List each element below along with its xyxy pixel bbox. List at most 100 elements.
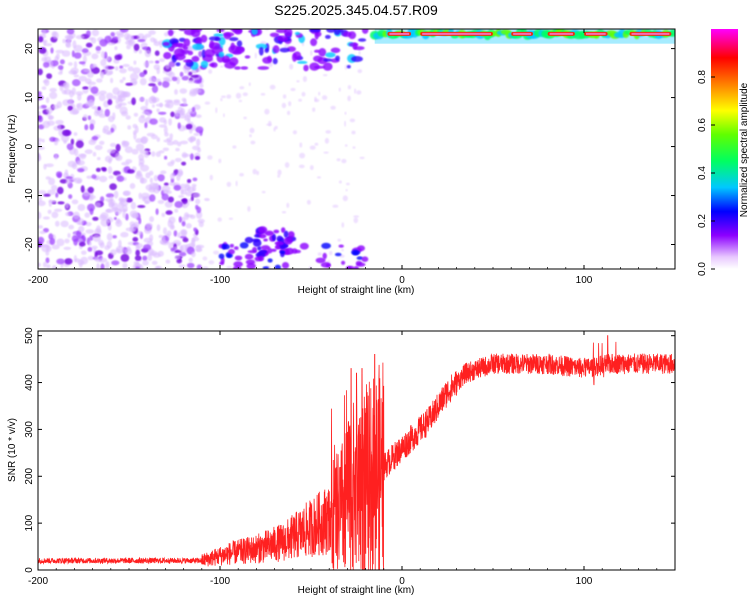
heatmap-speckle bbox=[330, 105, 336, 110]
heatmap-top-blob bbox=[228, 57, 239, 66]
heatmap-band-peak bbox=[389, 32, 410, 35]
heatmap-speckle bbox=[192, 185, 197, 192]
heatmap-top-blob bbox=[240, 66, 249, 70]
heatmap-speckle bbox=[177, 122, 181, 129]
heatmap-speckle bbox=[116, 175, 125, 182]
heatmap-top-blob bbox=[325, 34, 331, 39]
heatmap-speckle bbox=[248, 82, 251, 86]
heatmap-top-blob bbox=[309, 29, 321, 33]
heatmap-bottom-blob bbox=[262, 266, 269, 269]
heatmap-speckle bbox=[82, 114, 88, 121]
heatmap-speckle bbox=[73, 52, 82, 59]
heatmap-speckle bbox=[106, 92, 114, 101]
heatmap-speckle bbox=[43, 78, 50, 87]
heatmap-speckle bbox=[87, 81, 97, 86]
heatmap-bottom-blob bbox=[257, 246, 262, 251]
snr-y-ticks: 0 100 200 300 400 500 bbox=[24, 327, 675, 573]
heatmap-speckle bbox=[107, 99, 113, 106]
snr-y-tick-label: 200 bbox=[24, 467, 35, 484]
heatmap-speckle bbox=[56, 238, 65, 247]
heatmap-speckle bbox=[135, 266, 140, 269]
heatmap-speckle bbox=[202, 266, 209, 269]
heatmap-speckle bbox=[218, 158, 222, 164]
heatmap-speckle bbox=[134, 255, 142, 261]
heatmap-speckle bbox=[188, 198, 192, 202]
chart-title: S225.2025.345.04.57.R09 bbox=[274, 2, 438, 18]
heatmap-speckle bbox=[133, 60, 137, 65]
heatmap-speckle bbox=[153, 78, 161, 83]
heatmap-speckle bbox=[66, 143, 74, 151]
heatmap-speckle bbox=[68, 70, 78, 75]
heatmap-speckle bbox=[139, 72, 146, 78]
heatmap-speckle bbox=[142, 255, 148, 261]
heatmap-speckle bbox=[64, 238, 70, 244]
heatmap-speckle bbox=[323, 151, 329, 154]
heatmap-x-tick-label: -200 bbox=[28, 275, 48, 286]
heatmap-speckle bbox=[88, 139, 96, 145]
heatmap-x-label: Height of straight line (km) bbox=[298, 285, 415, 296]
heatmap-speckle bbox=[115, 104, 122, 110]
heatmap-top-blob bbox=[244, 55, 251, 59]
heatmap-speckle bbox=[286, 202, 290, 208]
heatmap-top-blob bbox=[358, 38, 367, 42]
heatmap-top-blob bbox=[272, 57, 278, 65]
heatmap-speckle bbox=[140, 105, 149, 111]
colorbar-tick-label: 0.8 bbox=[697, 70, 708, 84]
heatmap-speckle bbox=[138, 158, 145, 165]
snr-y-tick-label: 400 bbox=[24, 374, 35, 391]
heatmap-speckle bbox=[46, 120, 55, 126]
heatmap-speckle bbox=[164, 99, 174, 104]
heatmap-speckle bbox=[81, 48, 89, 53]
heatmap-speckle bbox=[222, 113, 225, 118]
heatmap-speckle bbox=[52, 31, 59, 40]
heatmap-bottom-blob bbox=[287, 231, 295, 239]
heatmap-speckle bbox=[108, 175, 114, 179]
heatmap-speckle bbox=[199, 83, 204, 88]
heatmap-speckle bbox=[106, 233, 113, 241]
heatmap-speckle bbox=[168, 71, 175, 78]
heatmap-speckle bbox=[288, 101, 292, 107]
heatmap-speckle bbox=[98, 175, 108, 183]
heatmap-speckle bbox=[73, 211, 80, 220]
heatmap-top-blob bbox=[348, 42, 359, 47]
heatmap-speckle bbox=[151, 260, 158, 265]
heatmap-speckle bbox=[63, 246, 72, 250]
heatmap-speckle bbox=[182, 153, 191, 157]
heatmap-speckle bbox=[38, 106, 43, 110]
heatmap-speckle bbox=[341, 158, 347, 164]
heatmap-band-peak bbox=[513, 32, 532, 35]
heatmap-speckle bbox=[148, 30, 156, 35]
heatmap-bottom-blob bbox=[341, 260, 346, 265]
heatmap-bottom-blob bbox=[273, 229, 280, 234]
heatmap-speckle bbox=[127, 125, 132, 130]
heatmap-speckle bbox=[118, 208, 128, 212]
heatmap-speckle bbox=[110, 249, 117, 256]
heatmap-speckle bbox=[122, 63, 130, 68]
heatmap-speckle bbox=[195, 245, 202, 252]
heatmap-speckle bbox=[157, 250, 164, 257]
heatmap-speckle bbox=[314, 96, 317, 102]
heatmap-speckle bbox=[140, 114, 145, 119]
heatmap-speckle bbox=[38, 68, 43, 76]
heatmap-speckle bbox=[235, 180, 238, 187]
heatmap-speckle bbox=[284, 162, 290, 168]
heatmap-speckle bbox=[90, 86, 99, 94]
heatmap-speckle bbox=[187, 179, 192, 183]
heatmap-speckle bbox=[357, 69, 363, 74]
heatmap-speckle bbox=[324, 137, 329, 144]
heatmap-bottom-blob bbox=[274, 245, 280, 250]
heatmap-speckle bbox=[110, 142, 117, 148]
heatmap-speckle bbox=[249, 134, 252, 138]
heatmap-speckle bbox=[38, 91, 42, 96]
heatmap-speckle bbox=[187, 79, 195, 84]
heatmap-speckle bbox=[164, 103, 171, 108]
heatmap-speckle bbox=[105, 261, 110, 269]
heatmap-speckle bbox=[190, 153, 194, 161]
heatmap-speckle bbox=[149, 234, 154, 242]
heatmap-bottom-blob bbox=[357, 245, 365, 252]
heatmap-speckle bbox=[173, 230, 178, 237]
snr-x-tick-label: 100 bbox=[576, 576, 593, 587]
heatmap-speckle bbox=[67, 105, 73, 111]
heatmap-top-blob bbox=[162, 41, 170, 46]
